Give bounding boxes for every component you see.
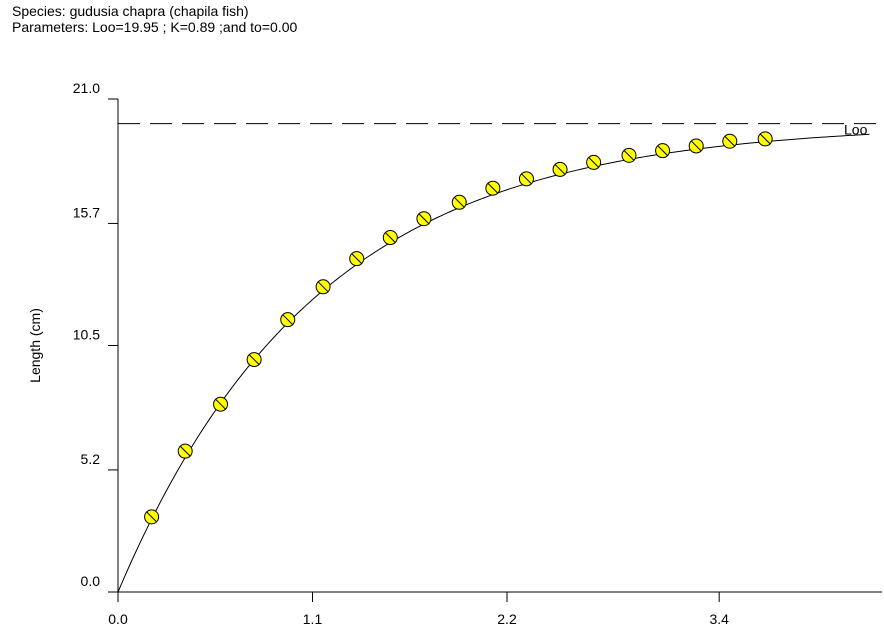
data-point-curve-segment <box>554 164 566 175</box>
data-point-curve-segment <box>588 157 599 168</box>
species-label: Species: gudusia chapra (chapila fish) <box>12 3 249 19</box>
data-point-curve-segment <box>690 140 702 152</box>
growth-curve-line <box>117 133 870 593</box>
data-point <box>518 171 534 187</box>
data-point <box>416 211 432 227</box>
data-point <box>177 443 193 459</box>
data-point-curve-segment <box>657 145 668 157</box>
data-point-curve-segment <box>317 281 329 293</box>
data-point <box>552 161 568 177</box>
data-point <box>655 143 671 159</box>
data-point-curve-segment <box>521 173 532 185</box>
axes <box>117 99 882 593</box>
data-point <box>688 138 704 154</box>
data-point <box>382 230 398 246</box>
y-tick-label: 21.0 <box>73 80 100 96</box>
x-ticks: 0.0 1.1 2.2 3.4 <box>108 592 729 627</box>
data-point <box>757 131 773 147</box>
x-tick-label: 1.1 <box>303 611 323 627</box>
data-point-curve-segment <box>351 253 363 264</box>
data-point-curve-segment <box>282 314 294 326</box>
data-point <box>349 251 365 267</box>
data-point-curve-segment <box>418 213 430 225</box>
x-tick-label: 2.2 <box>497 611 517 627</box>
y-tick-label: 5.2 <box>81 451 101 467</box>
data-point-curve-segment <box>179 445 191 457</box>
data-point <box>315 279 331 295</box>
data-point <box>485 180 501 196</box>
y-ticks: 0.0 5.2 10.5 15.7 21.0 <box>73 80 118 593</box>
data-point <box>621 147 637 163</box>
data-point-curve-segment <box>146 511 157 523</box>
x-tick-label: 3.4 <box>709 611 729 627</box>
data-point-curve-segment <box>453 196 465 208</box>
y-axis-label: Length (cm) <box>27 308 43 383</box>
x-tick-label: 0.0 <box>108 611 128 627</box>
y-tick-label: 10.5 <box>73 327 100 343</box>
data-point <box>451 194 467 210</box>
data-point-curve-segment <box>215 398 226 410</box>
data-point-curve-segment <box>759 133 771 145</box>
data-point <box>213 396 229 412</box>
data-point-curve-segment <box>623 149 635 161</box>
y-tick-label: 0.0 <box>81 573 101 589</box>
data-point-curve-segment <box>487 182 499 194</box>
data-point-curve-segment <box>248 354 260 365</box>
asymptote: Loo <box>118 122 882 138</box>
data-point <box>246 352 262 368</box>
data-points <box>144 131 773 525</box>
data-point-curve-segment <box>724 135 736 147</box>
parameters-label: Parameters: Loo=19.95 ; K=0.89 ;and to=0… <box>12 19 298 35</box>
data-point <box>144 509 160 525</box>
asymptote-label: Loo <box>844 122 868 138</box>
data-point <box>586 154 602 170</box>
y-tick-label: 15.7 <box>73 204 100 220</box>
chart-title: Species: gudusia chapra (chapila fish) P… <box>12 3 297 35</box>
data-point-curve-segment <box>384 232 396 243</box>
data-point <box>280 312 296 328</box>
data-point <box>722 133 738 149</box>
